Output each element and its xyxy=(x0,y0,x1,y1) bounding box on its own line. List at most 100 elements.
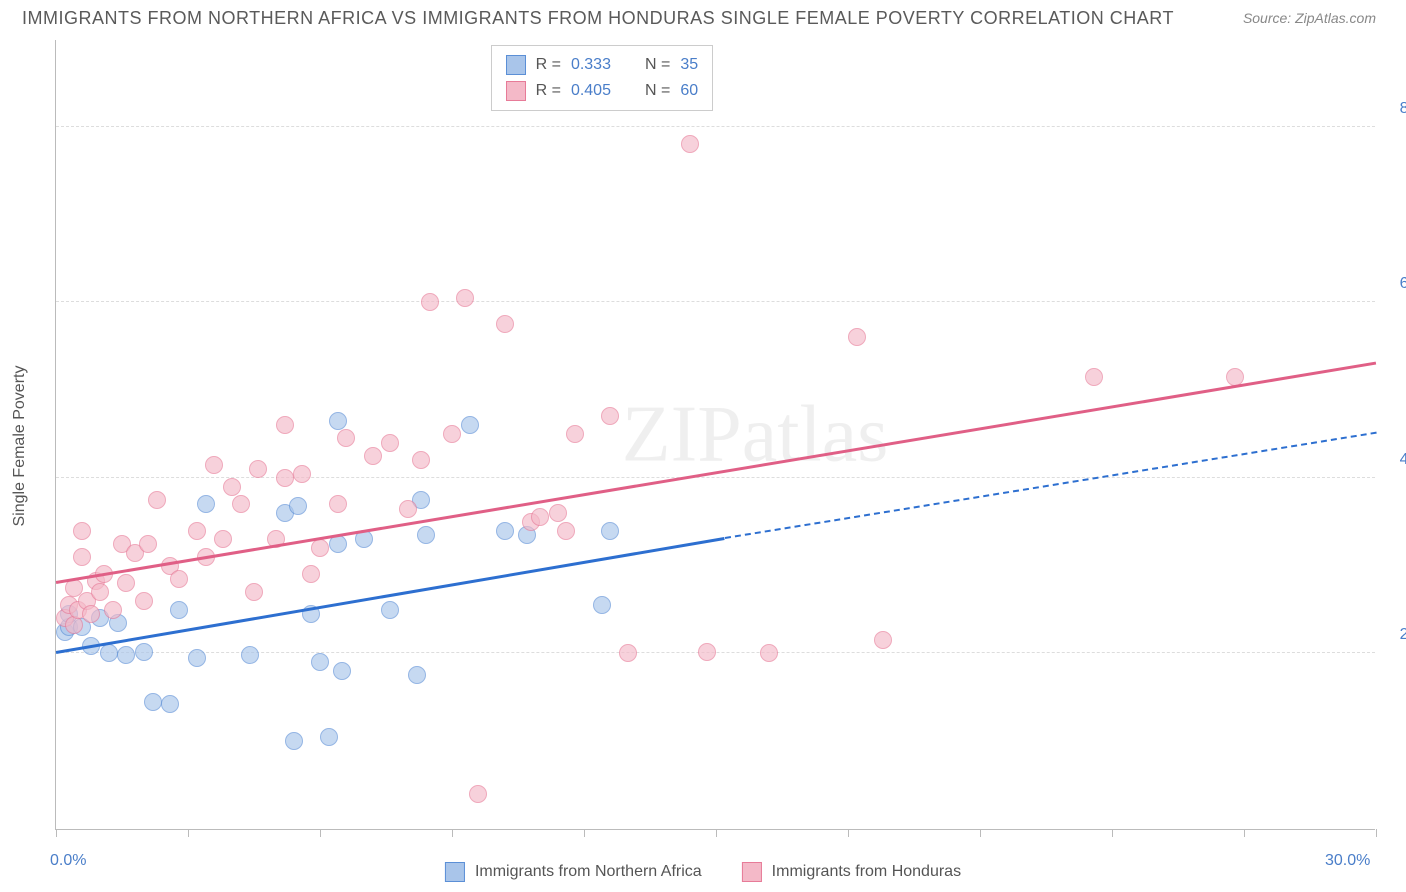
data-point xyxy=(241,646,259,664)
x-tick-label: 30.0% xyxy=(1325,852,1370,870)
grid-line xyxy=(56,126,1375,127)
data-point xyxy=(443,425,461,443)
bottom-legend: Immigrants from Northern Africa Immigrant… xyxy=(445,862,961,882)
data-point xyxy=(223,478,241,496)
data-point xyxy=(549,504,567,522)
data-point xyxy=(276,469,294,487)
data-point xyxy=(144,693,162,711)
data-point xyxy=(285,732,303,750)
data-point xyxy=(249,460,267,478)
trend-line xyxy=(56,537,725,654)
data-point xyxy=(148,491,166,509)
data-point xyxy=(205,456,223,474)
legend-n-label: N = xyxy=(645,78,670,104)
data-point xyxy=(188,649,206,667)
data-point xyxy=(496,315,514,333)
data-point xyxy=(170,601,188,619)
data-point xyxy=(619,644,637,662)
correlation-legend: R =0.333N =35R =0.405N =60 xyxy=(491,45,714,111)
data-point xyxy=(188,522,206,540)
x-tick-label: 0.0% xyxy=(50,852,86,870)
data-point xyxy=(469,785,487,803)
data-point xyxy=(91,583,109,601)
data-point xyxy=(320,728,338,746)
data-point xyxy=(276,416,294,434)
x-tick xyxy=(848,829,849,837)
data-point xyxy=(311,653,329,671)
data-point xyxy=(232,495,250,513)
series-legend-item: Immigrants from Honduras xyxy=(742,862,961,882)
x-tick xyxy=(1244,829,1245,837)
data-point xyxy=(1085,368,1103,386)
data-point xyxy=(698,643,716,661)
legend-r-label: R = xyxy=(536,52,561,78)
data-point xyxy=(531,508,549,526)
y-tick-label: 20.0% xyxy=(1400,626,1406,644)
data-point xyxy=(104,601,122,619)
data-point xyxy=(417,526,435,544)
data-point xyxy=(170,570,188,588)
legend-r-label: R = xyxy=(536,78,561,104)
legend-r-value: 0.333 xyxy=(571,52,611,78)
series-label: Immigrants from Honduras xyxy=(772,863,961,881)
data-point xyxy=(293,465,311,483)
data-point xyxy=(82,605,100,623)
data-point xyxy=(381,601,399,619)
data-point xyxy=(245,583,263,601)
data-point xyxy=(117,574,135,592)
data-point xyxy=(848,328,866,346)
data-point xyxy=(329,412,347,430)
legend-swatch xyxy=(742,862,762,882)
data-point xyxy=(197,495,215,513)
data-point xyxy=(289,497,307,515)
legend-n-label: N = xyxy=(645,52,670,78)
y-tick-label: 80.0% xyxy=(1400,100,1406,118)
x-tick xyxy=(1376,829,1377,837)
data-point xyxy=(496,522,514,540)
chart-plot-area: ZIPatlas 20.0%40.0%60.0%80.0% xyxy=(55,40,1375,830)
data-point xyxy=(135,592,153,610)
legend-row: R = 0.405 N = 60 xyxy=(506,78,699,104)
data-point xyxy=(412,451,430,469)
legend-n-value: 60 xyxy=(680,78,698,104)
data-point xyxy=(329,495,347,513)
data-point xyxy=(681,135,699,153)
series-legend-item: Immigrants from Northern Africa xyxy=(445,862,702,882)
x-tick xyxy=(56,829,57,837)
data-point xyxy=(874,631,892,649)
data-point xyxy=(73,522,91,540)
data-point xyxy=(456,289,474,307)
data-point xyxy=(161,695,179,713)
x-tick xyxy=(188,829,189,837)
data-point xyxy=(117,646,135,664)
data-point xyxy=(381,434,399,452)
data-point xyxy=(135,643,153,661)
data-point xyxy=(461,416,479,434)
data-point xyxy=(333,662,351,680)
data-point xyxy=(593,596,611,614)
y-axis-label: Single Female Poverty xyxy=(11,366,29,527)
data-point xyxy=(421,293,439,311)
data-point xyxy=(760,644,778,662)
legend-swatch xyxy=(506,55,526,75)
x-tick xyxy=(584,829,585,837)
data-point xyxy=(601,407,619,425)
legend-swatch xyxy=(506,81,526,101)
x-tick xyxy=(716,829,717,837)
trend-line xyxy=(725,432,1377,539)
x-tick xyxy=(1112,829,1113,837)
data-point xyxy=(337,429,355,447)
legend-swatch xyxy=(445,862,465,882)
source-label: Source: ZipAtlas.com xyxy=(1243,10,1376,26)
data-point xyxy=(566,425,584,443)
data-point xyxy=(557,522,575,540)
data-point xyxy=(214,530,232,548)
y-tick-label: 40.0% xyxy=(1400,451,1406,469)
series-label: Immigrants from Northern Africa xyxy=(475,863,702,881)
legend-row: R =0.333N =35 xyxy=(506,52,699,78)
legend-r-value: 0.405 xyxy=(571,78,611,104)
data-point xyxy=(302,565,320,583)
y-tick-label: 60.0% xyxy=(1400,275,1406,293)
data-point xyxy=(100,644,118,662)
data-point xyxy=(139,535,157,553)
